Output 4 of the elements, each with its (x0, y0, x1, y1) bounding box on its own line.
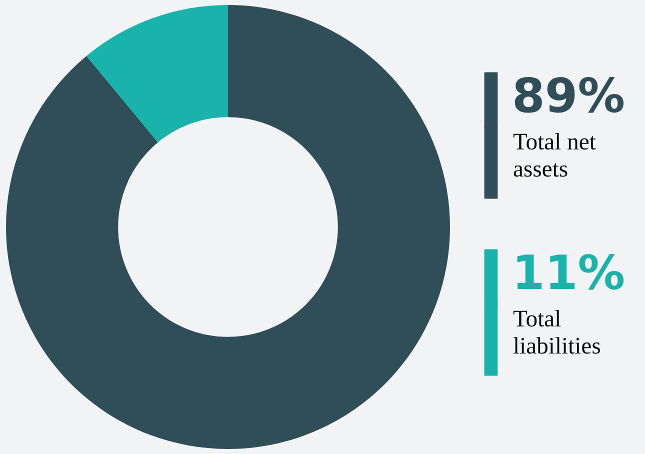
legend-label: Total net assets (513, 133, 596, 177)
legend-label: Total liabilities (513, 310, 600, 354)
data-label: 89% (514, 76, 624, 113)
data-label: 11% (517, 254, 624, 290)
